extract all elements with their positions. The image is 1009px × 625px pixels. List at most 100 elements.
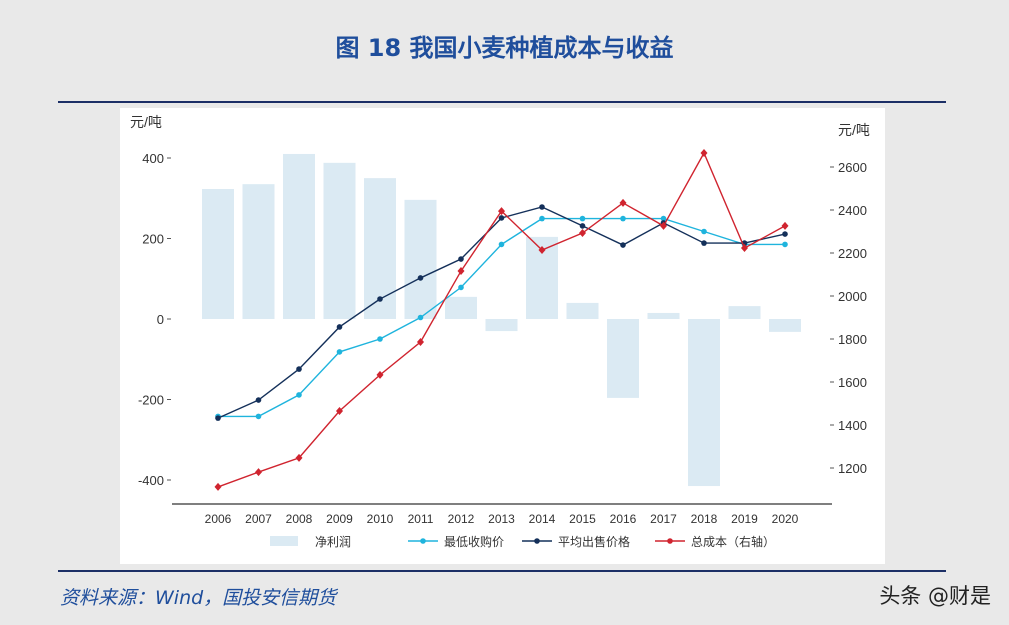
- legend-label: 最低收购价: [444, 534, 504, 549]
- data-point: [741, 244, 748, 253]
- data-point: [782, 231, 788, 237]
- x-tick-label: 2018: [691, 512, 718, 526]
- data-point: [700, 149, 708, 158]
- left-tick-label: 200: [142, 232, 164, 247]
- data-point: [255, 468, 262, 477]
- data-point: [458, 256, 464, 262]
- left-tick-label: -400: [138, 473, 164, 488]
- legend-marker: [534, 538, 540, 544]
- data-point: [214, 482, 222, 491]
- bar-net-profit: [566, 302, 599, 319]
- right-tick-label: 2200: [838, 246, 867, 261]
- data-point: [498, 241, 505, 248]
- right-tick-label: 2000: [838, 289, 867, 304]
- data-point: [660, 221, 667, 230]
- data-point: [498, 215, 505, 221]
- data-point: [417, 338, 424, 347]
- right-tick-label: 2400: [838, 203, 867, 218]
- x-tick-label: 2014: [529, 512, 556, 526]
- x-tick-label: 2013: [488, 512, 515, 526]
- data-point: [579, 229, 586, 238]
- legend-label: 平均出售价格: [558, 534, 630, 549]
- data-point: [539, 215, 545, 222]
- chart-title: 图 18 我国小麦种植成本与收益: [335, 34, 674, 62]
- data-point: [295, 453, 303, 462]
- data-point: [498, 207, 505, 216]
- x-tick-label: 2009: [326, 512, 353, 526]
- data-point: [417, 314, 424, 321]
- x-tick-label: 2015: [569, 512, 596, 526]
- bar-net-profit: [364, 178, 396, 319]
- right-axis-label: 元/吨: [838, 122, 870, 138]
- x-tick-label: 2012: [448, 512, 475, 526]
- data-point: [336, 407, 343, 416]
- data-point: [539, 204, 545, 210]
- legend-swatch: [270, 536, 298, 546]
- x-tick-label: 2020: [772, 512, 799, 526]
- data-point: [782, 241, 788, 248]
- data-point: [619, 198, 627, 207]
- bar-net-profit: [283, 153, 315, 319]
- data-point: [660, 215, 667, 222]
- bar-net-profit: [242, 184, 275, 319]
- top-rule: [58, 101, 946, 103]
- right-tick-label: 1200: [838, 461, 867, 476]
- data-point: [701, 240, 707, 246]
- x-tick-label: 2011: [408, 512, 434, 526]
- right-tick-label: 1400: [838, 418, 867, 433]
- left-tick-label: 400: [142, 151, 164, 166]
- bar-net-profit: [323, 162, 356, 319]
- data-point: [336, 349, 343, 355]
- data-point: [781, 221, 789, 230]
- data-point: [579, 223, 586, 229]
- data-point: [376, 370, 384, 379]
- bar-net-profit: [688, 319, 720, 487]
- left-tick-label: 0: [157, 312, 164, 327]
- left-tick-label: -200: [138, 393, 164, 408]
- legend-label: 总成本（右轴）: [691, 534, 775, 549]
- x-tick-label: 2019: [731, 512, 758, 526]
- data-point: [296, 366, 302, 372]
- data-point: [377, 336, 383, 342]
- bar-net-profit: [404, 199, 437, 319]
- legend-marker: [667, 538, 673, 544]
- watermark: 头条 @财是: [879, 584, 991, 608]
- data-point: [458, 284, 464, 291]
- data-point: [255, 397, 262, 403]
- bottom-rule: [58, 570, 946, 572]
- data-point: [620, 215, 626, 222]
- left-axis-label: 元/吨: [130, 114, 162, 130]
- source-note: 资料来源：Wind，国投安信期货: [60, 587, 337, 609]
- data-point: [579, 215, 586, 222]
- data-point: [538, 245, 546, 254]
- data-point: [457, 267, 465, 276]
- chart-panel: [120, 108, 885, 564]
- right-tick-label: 1600: [838, 375, 867, 390]
- bar-net-profit: [445, 296, 477, 319]
- data-point: [255, 413, 262, 420]
- x-tick-label: 2016: [610, 512, 637, 526]
- data-point: [215, 415, 221, 421]
- x-tick-label: 2017: [650, 512, 677, 526]
- data-point: [701, 228, 707, 235]
- data-point: [417, 275, 424, 281]
- x-tick-label: 2006: [205, 512, 232, 526]
- right-tick-label: 1800: [838, 332, 867, 347]
- data-point: [377, 296, 383, 302]
- bar-net-profit: [769, 319, 801, 332]
- data-point: [620, 242, 626, 248]
- bar-net-profit: [647, 312, 680, 319]
- legend-label: 净利润: [315, 535, 351, 549]
- bar-net-profit: [485, 319, 518, 332]
- x-tick-label: 2008: [286, 512, 313, 526]
- bar-net-profit: [607, 319, 639, 398]
- bar-net-profit: [728, 306, 761, 319]
- bar-net-profit: [202, 188, 234, 319]
- x-tick-label: 2007: [245, 512, 272, 526]
- right-tick-label: 2600: [838, 160, 867, 175]
- legend-marker: [420, 538, 426, 544]
- x-tick-label: 2010: [367, 512, 394, 526]
- data-point: [336, 324, 343, 330]
- data-point: [296, 392, 302, 398]
